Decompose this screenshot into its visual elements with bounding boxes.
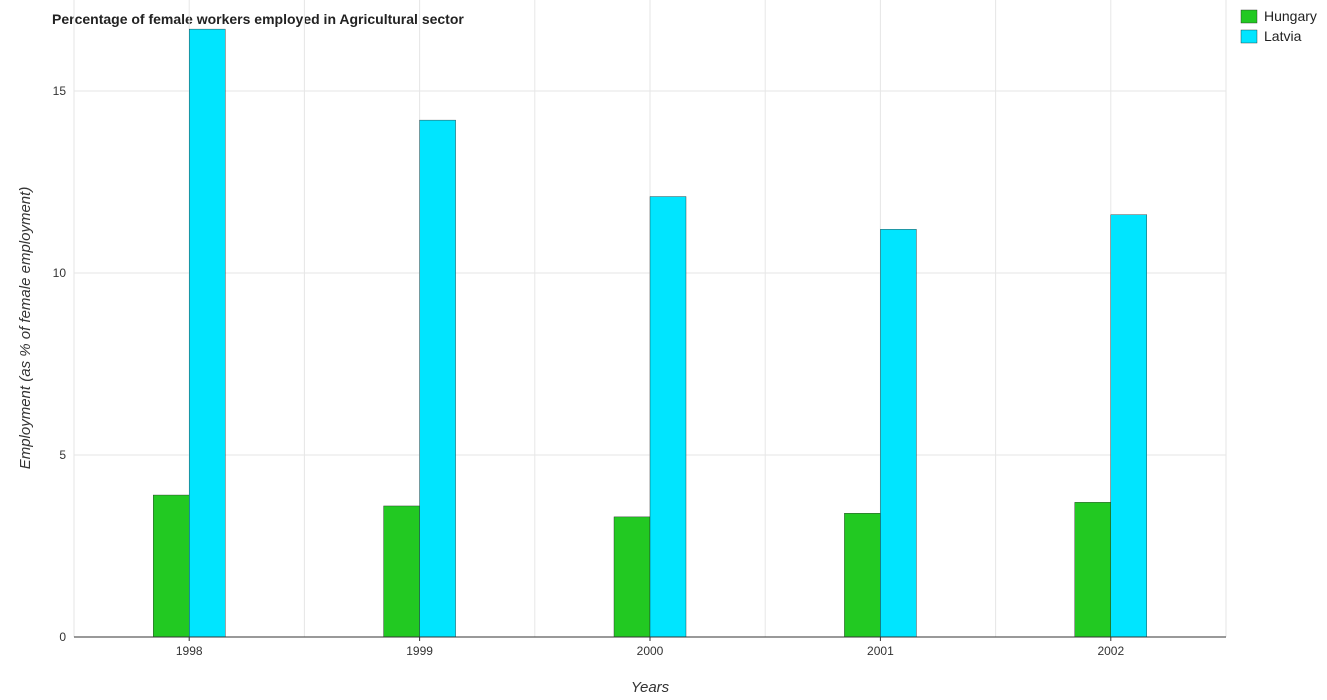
chart-title: Percentage of female workers employed in… <box>52 11 464 27</box>
legend-swatch-latvia <box>1240 29 1258 44</box>
x-ticks: 1998 1999 2000 2001 2002 <box>176 637 1124 658</box>
y-tick-label: 10 <box>53 266 67 280</box>
x-axis-label: Years <box>631 679 670 696</box>
bar-latvia-2002 <box>1110 214 1148 638</box>
x-tick-label: 1998 <box>176 644 203 658</box>
legend-label-latvia: Latvia <box>1264 28 1302 44</box>
y-tick-label: 0 <box>59 630 66 644</box>
bar-hungary-2002 <box>1074 502 1112 638</box>
bar-hungary-2001 <box>844 513 881 638</box>
legend-swatch-hungary <box>1240 9 1258 24</box>
x-tick-label: 2002 <box>1097 644 1124 658</box>
legend-label-hungary: Hungary <box>1264 8 1317 24</box>
bars <box>152 28 1148 638</box>
bar-latvia-1998 <box>188 28 226 638</box>
x-tick-label: 2000 <box>637 644 664 658</box>
bar-latvia-2001 <box>880 229 917 638</box>
bar-hungary-1998 <box>152 494 190 638</box>
y-axis-label: Employment (as % of female employment) <box>17 187 34 470</box>
legend: Hungary Latvia <box>1240 8 1317 44</box>
y-tick-label: 5 <box>59 448 66 462</box>
bar-latvia-2000 <box>649 196 687 638</box>
bar-hungary-1999 <box>383 505 420 638</box>
bar-latvia-1999 <box>419 119 456 638</box>
y-tick-label: 15 <box>53 84 67 98</box>
y-ticks: 0 5 10 15 <box>53 84 67 644</box>
bar-hungary-2000 <box>613 516 651 638</box>
x-tick-label: 1999 <box>406 644 433 658</box>
x-tick-label: 2001 <box>867 644 894 658</box>
